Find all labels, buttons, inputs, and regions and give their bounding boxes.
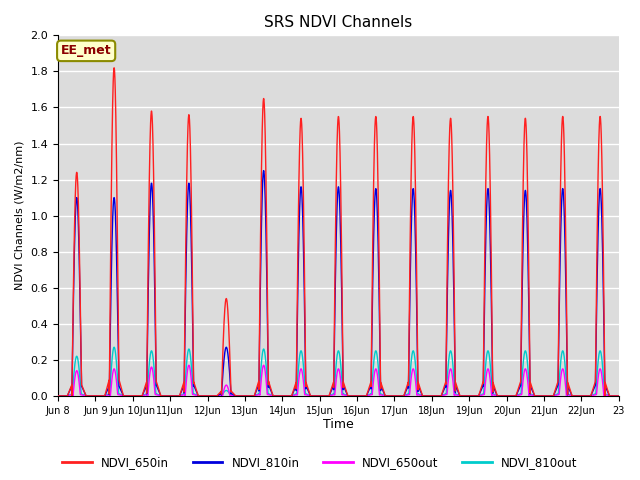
NDVI_810in bbox=[615, 393, 623, 399]
NDVI_810out bbox=[615, 393, 623, 399]
NDVI_650out bbox=[152, 392, 159, 397]
NDVI_810in bbox=[269, 393, 277, 399]
NDVI_810in bbox=[54, 393, 62, 399]
NDVI_810out bbox=[604, 392, 612, 398]
NDVI_650out bbox=[118, 393, 126, 398]
Line: NDVI_650out: NDVI_650out bbox=[58, 365, 619, 396]
NDVI_810out bbox=[54, 393, 62, 399]
NDVI_650in bbox=[294, 273, 301, 278]
NDVI_810in bbox=[544, 393, 552, 399]
Y-axis label: NDVI Channels (W/m2/nm): NDVI Channels (W/m2/nm) bbox=[15, 141, 25, 290]
NDVI_810out bbox=[544, 393, 552, 399]
Legend: NDVI_650in, NDVI_810in, NDVI_650out, NDVI_810out: NDVI_650in, NDVI_810in, NDVI_650out, NDV… bbox=[58, 452, 582, 474]
Line: NDVI_650in: NDVI_650in bbox=[58, 68, 619, 396]
Line: NDVI_810out: NDVI_810out bbox=[58, 347, 619, 396]
NDVI_810out bbox=[294, 377, 301, 383]
NDVI_650in bbox=[54, 393, 62, 399]
NDVI_650out bbox=[544, 393, 552, 399]
Text: EE_met: EE_met bbox=[61, 44, 111, 57]
Title: SRS NDVI Channels: SRS NDVI Channels bbox=[264, 15, 413, 30]
NDVI_650in bbox=[615, 393, 623, 399]
NDVI_810in bbox=[118, 390, 126, 396]
NDVI_650out bbox=[294, 390, 301, 396]
NDVI_650out bbox=[604, 393, 612, 398]
NDVI_810out bbox=[269, 393, 277, 399]
NDVI_650in bbox=[110, 65, 118, 71]
NDVI_810out bbox=[118, 392, 126, 398]
NDVI_650in bbox=[604, 388, 612, 394]
NDVI_650in bbox=[544, 393, 552, 399]
NDVI_650out bbox=[185, 362, 193, 368]
NDVI_810out bbox=[152, 385, 159, 391]
NDVI_650in bbox=[152, 311, 159, 317]
NDVI_810in bbox=[604, 390, 612, 396]
NDVI_650out bbox=[54, 393, 62, 399]
NDVI_810in bbox=[294, 302, 301, 308]
NDVI_650out bbox=[269, 393, 277, 399]
Line: NDVI_810in: NDVI_810in bbox=[58, 170, 619, 396]
X-axis label: Time: Time bbox=[323, 419, 354, 432]
NDVI_650out bbox=[615, 393, 623, 399]
NDVI_810in bbox=[260, 168, 268, 173]
NDVI_810out bbox=[110, 344, 118, 350]
NDVI_650in bbox=[269, 393, 277, 399]
NDVI_810in bbox=[152, 320, 159, 325]
NDVI_650in bbox=[118, 388, 126, 394]
